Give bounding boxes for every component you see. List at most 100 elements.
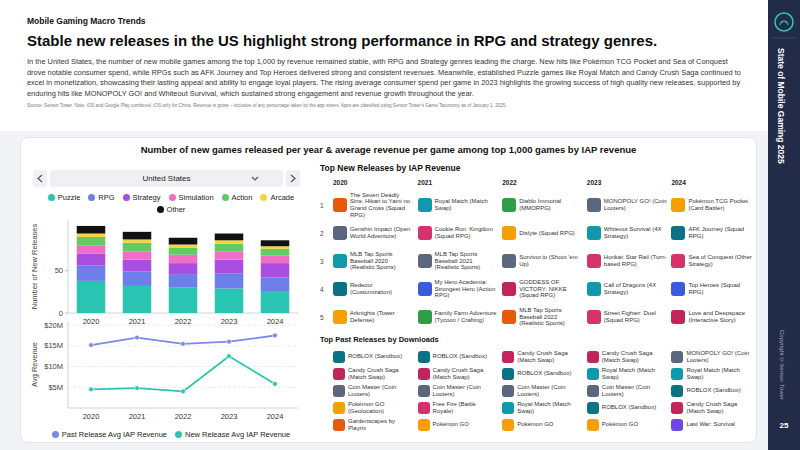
prev-icon[interactable]	[38, 175, 42, 182]
table-cell: The Seven Deadly Sins: Hikari to Yami no…	[333, 192, 414, 219]
app-icon	[671, 351, 683, 363]
filter-value[interactable]: United States	[50, 170, 283, 187]
app-icon	[587, 402, 599, 414]
next-icon[interactable]	[291, 175, 295, 182]
copyright: Copyright ©Sensor Tower	[779, 330, 785, 400]
y-tick-label: 0	[59, 309, 63, 318]
grid-line	[68, 366, 298, 367]
bar-segment	[123, 260, 152, 272]
bar-segment	[215, 244, 244, 252]
legend-label: Strategy	[133, 193, 161, 202]
legend-label: RPG	[98, 193, 114, 202]
dropdown-icon[interactable]	[252, 177, 258, 180]
app-name: Candy Crush Saga (Match Swap)	[433, 367, 499, 380]
bar-segment	[215, 273, 244, 288]
app-name: Gardenscapes by Playrix	[348, 418, 414, 431]
grid-line	[68, 325, 298, 326]
table-cell: Redecor (Customization)	[333, 282, 414, 296]
legend-item: Arcade	[260, 193, 294, 202]
legend: Past Release Avg IAP RevenueNew Release …	[40, 430, 302, 439]
table-cell: Survivor.io (Shoot 'em Up)	[502, 254, 583, 268]
app-icon	[502, 254, 516, 268]
line-marker	[227, 339, 232, 344]
table-cell: MLB Tap Sports Baseball 2021 (Realistic …	[418, 251, 499, 271]
app-name: GODDESS OF VICTORY: NIKKE (Squad RPG)	[519, 279, 583, 299]
table-row: ROBLOX (Sandbox)ROBLOX (Sandbox)Candy Cr…	[320, 348, 752, 365]
title: Stable new releases in the US highlight …	[27, 32, 657, 49]
app-name: Love and Deepspace (Interactive Story)	[688, 310, 752, 323]
app-icon	[502, 282, 516, 296]
legend-swatch	[52, 431, 59, 438]
x-tick-label: 2021	[129, 412, 146, 421]
app-icon	[671, 310, 685, 324]
bar-segment	[261, 256, 290, 264]
app-icon	[587, 254, 601, 268]
table-cell: Candy Crush Saga (Match Swap)	[418, 367, 499, 380]
table-cell: Diablo Immortal (MMORPG)	[502, 198, 583, 212]
app-name: ROBLOX (Sandbox)	[686, 387, 752, 394]
bar-segment	[215, 260, 244, 274]
app-icon	[502, 402, 514, 414]
x-tick-label: 2022	[175, 412, 192, 421]
app-name: Coin Master (Coin Looters)	[433, 384, 499, 397]
app-icon	[502, 198, 516, 212]
app-name: Pokémon GO	[602, 421, 668, 428]
bar-segment	[169, 263, 198, 274]
bar-segment	[77, 234, 106, 237]
table-title: Top New Releases by IAP Revenue	[320, 163, 752, 173]
app-name: Dislyte (Squad RPG)	[519, 230, 583, 237]
bar-segment	[123, 251, 152, 259]
app-name: Coin Master (Coin Looters)	[348, 384, 414, 397]
app-icon	[671, 402, 683, 414]
bar-segment	[77, 226, 106, 234]
app-icon	[333, 226, 347, 240]
y-axis-title: Number of New Releases	[30, 224, 39, 310]
app-icon	[333, 254, 347, 268]
app-icon	[418, 282, 432, 296]
table-cell: ROBLOX (Sandbox)	[587, 402, 668, 414]
app-icon	[502, 385, 514, 397]
table-cell: Candy Crush Saga (Match Swap)	[671, 401, 752, 414]
y-axis	[68, 220, 69, 313]
app-icon	[587, 282, 601, 296]
app-name: Redecor (Customization)	[350, 282, 414, 295]
grid-line	[68, 345, 298, 346]
table-cell: GODDESS OF VICTORY: NIKKE (Squad RPG)	[502, 279, 583, 299]
app-name: Family Farm Adventure (Tycoon / Crafting…	[435, 310, 499, 323]
year-header: 20202021202220232024	[320, 179, 752, 188]
app-name: MLB Tap Sports Baseball 2022 (Realistic …	[519, 307, 583, 327]
next-button[interactable]	[286, 170, 300, 187]
app-name: Sea of Conquest (Other Strategy)	[688, 254, 752, 267]
app-icon	[502, 368, 514, 380]
bar-segment	[123, 286, 152, 313]
slide: Mobile Gaming Macro TrendsStable new rel…	[0, 0, 800, 450]
table-cell: Whiteout Survival (4X Strategy)	[587, 226, 668, 240]
app-icon	[587, 351, 599, 363]
x-tick-label: 2020	[83, 317, 100, 326]
app-name: My Hero Academia: Strongest Hero (Action…	[435, 279, 499, 299]
y-tick-label: $5M	[48, 383, 63, 392]
rank: 4	[320, 286, 329, 293]
app-name: Arknights (Tower Defense)	[350, 310, 414, 323]
prev-button[interactable]	[33, 170, 47, 187]
table-cell: MONOPOLY GO! (Coin Looters)	[587, 198, 668, 212]
app-name: ROBLOX (Sandbox)	[433, 353, 499, 360]
table-cell: Royal Match (Match Swap)	[418, 198, 499, 212]
panel-title: Number of new games released per year & …	[20, 144, 757, 155]
table-cell: Candy Crush Saga (Match Swap)	[333, 367, 414, 380]
app-icon	[671, 198, 685, 212]
app-icon	[587, 368, 599, 380]
table-cell: Family Farm Adventure (Tycoon / Crafting…	[418, 310, 499, 324]
app-icon	[671, 385, 683, 397]
table-cell: Pokémon TCG Pocket (Card Battler)	[671, 198, 752, 212]
app-icon	[671, 282, 685, 296]
logo	[775, 13, 793, 31]
x-tick-label: 2021	[129, 317, 146, 326]
y-tick-label: 50	[55, 266, 63, 275]
app-name: Candy Crush Saga (Match Swap)	[517, 350, 583, 363]
bar-segment	[215, 251, 244, 259]
app-name: Royal Match (Match Swap)	[686, 367, 752, 380]
bar-segment	[123, 243, 152, 251]
app-icon	[587, 419, 599, 431]
app-icon	[418, 226, 432, 240]
